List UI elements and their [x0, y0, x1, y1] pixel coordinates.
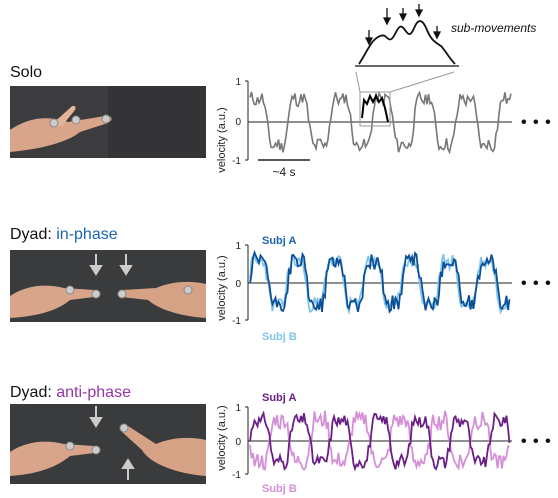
down-arrow-icon	[89, 254, 133, 276]
y-axis-label: velocity (a.u.)	[216, 107, 228, 172]
subj-a-label: Subj A	[262, 392, 296, 404]
y-tick-0: 0	[235, 437, 241, 448]
title-main: Dyad:	[10, 384, 57, 401]
y-axis-label: velocity (a.u.)	[216, 405, 228, 470]
y-axis-label: velocity (a.u.)	[216, 255, 228, 320]
inphase-hands-photo	[10, 250, 206, 322]
y-tick-neg1: -1	[232, 316, 241, 327]
subj-a-label: Subj A	[262, 235, 296, 247]
panel-title-inphase: Dyad: in-phase	[10, 226, 118, 244]
solo-chart: velocity (a.u.) 1 0 -1 ~4 s • • •	[216, 71, 552, 179]
up-arrow-icon	[121, 458, 135, 480]
subj-b-label: Subj B	[262, 483, 297, 495]
down-arrow-icon	[364, 4, 442, 46]
ellipsis: • • •	[521, 114, 552, 131]
y-tick-1: 1	[235, 77, 241, 88]
zoom-connector-right	[389, 71, 455, 93]
subj-a-trace	[249, 249, 511, 314]
subj-b-trace	[249, 410, 510, 471]
hand-illustration	[10, 105, 112, 152]
subj-a-trace	[249, 410, 511, 472]
marker-dot-icon	[49, 118, 59, 128]
velocity-trace	[249, 90, 512, 155]
down-arrow-icon	[89, 406, 103, 428]
y-tick-neg1: -1	[232, 470, 241, 481]
submovements-inset: sub-movements	[355, 4, 536, 67]
antiphase-chart: velocity (a.u.) 1 0 -1 Subj A Subj B • •…	[216, 392, 552, 495]
marker-dot-icon	[101, 114, 111, 124]
zoom-connector-left	[355, 71, 361, 93]
zoom-box	[359, 91, 391, 127]
blank-half	[108, 86, 206, 158]
hands-illustration	[10, 254, 206, 318]
y-tick-0: 0	[235, 117, 241, 128]
panel-title-antiphase: Dyad: anti-phase	[10, 384, 131, 402]
solo-hand-photo	[10, 86, 206, 158]
y-tick-1: 1	[235, 241, 241, 252]
title-main: Dyad:	[10, 226, 57, 243]
antiphase-hands-photo	[10, 404, 206, 484]
y-tick-0: 0	[235, 279, 241, 290]
hands-illustration	[10, 406, 206, 480]
title-main: Solo	[10, 64, 43, 81]
title-mode: anti-phase	[56, 384, 131, 401]
inset-label: sub-movements	[451, 21, 536, 35]
panel-title-solo: Solo	[10, 64, 42, 82]
y-tick-neg1: -1	[232, 156, 241, 167]
subj-b-label: Subj B	[262, 331, 297, 343]
inphase-chart: velocity (a.u.) 1 0 -1 Subj A Subj B • •…	[216, 235, 552, 343]
highlighted-segment	[361, 93, 389, 123]
inset-trace	[358, 20, 456, 65]
marker-dot-icon	[71, 115, 81, 125]
title-mode: in-phase	[56, 226, 118, 243]
y-tick-1: 1	[235, 403, 241, 414]
ellipsis: • • •	[521, 433, 552, 450]
scale-bar-label: ~4 s	[272, 165, 295, 179]
ellipsis: • • •	[521, 275, 552, 292]
